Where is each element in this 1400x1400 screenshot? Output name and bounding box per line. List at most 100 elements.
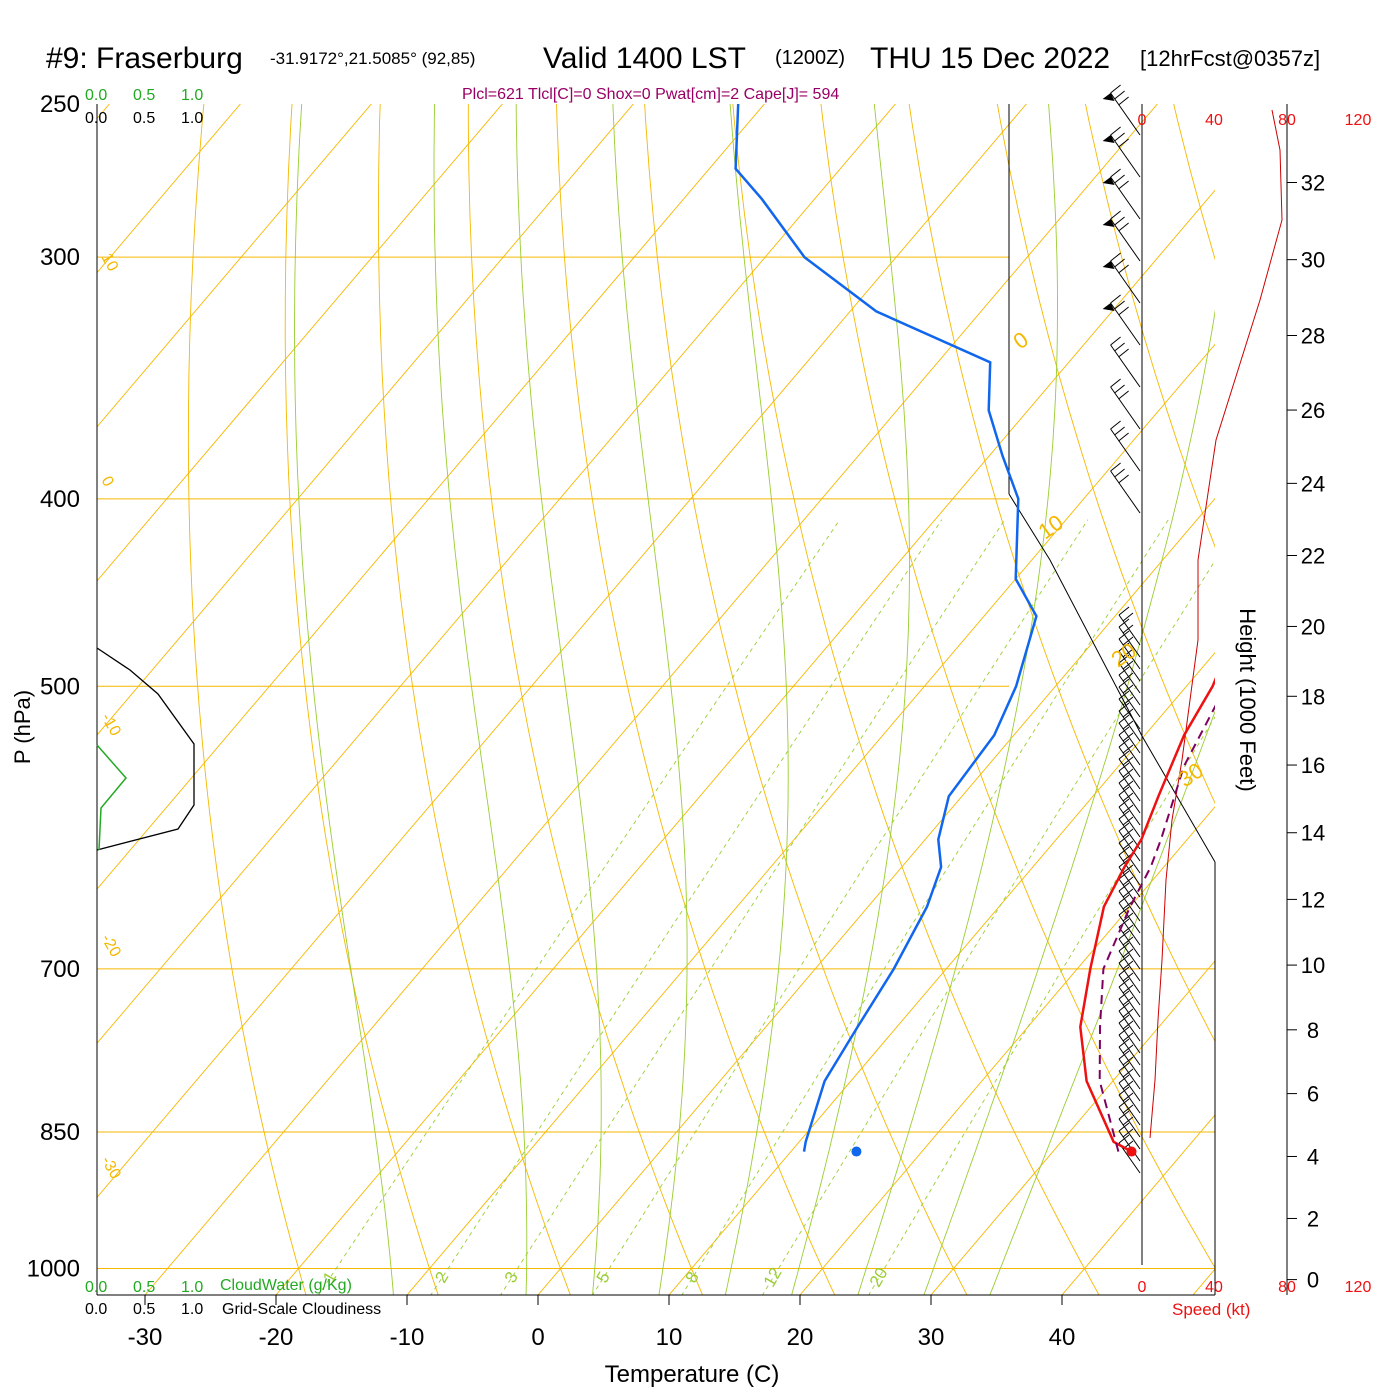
wind-barb [1118,914,1141,946]
wind-barb [1118,1094,1141,1126]
isotherm-0 [537,497,1215,1295]
height-tick-label: 6 [1307,1082,1319,1107]
wind-barb [1110,134,1141,178]
wind-barb-feather [1118,990,1130,1000]
wind-barb-feather [1118,96,1129,106]
speed-bottom-label-0: 0 [1138,1279,1147,1296]
wind-barb [1118,938,1141,970]
wind-barb [1118,650,1141,682]
forecast-info: [12hrFcst@0357z] [1140,46,1320,71]
wind-barb [1118,1022,1141,1054]
x-tick-label: 0 [531,1324,544,1351]
moist-adiabat-30 [923,309,1215,1295]
isotherm-50 [1192,1268,1215,1295]
wind-barb [1118,746,1141,778]
wind-barb-feather [1118,714,1130,724]
pressure-tick-label: 250 [40,91,80,118]
wind-barb [1118,698,1141,730]
wind-barb-feather [1122,744,1134,754]
wind-barb-feather [1114,300,1125,310]
wind-barb-feather [1122,912,1134,922]
wind-barb [1118,1058,1141,1090]
x-tick-label: -30 [128,1324,163,1351]
dry-adiabat-20 [556,104,836,1295]
wind-barb-feather [1118,870,1130,880]
wind-barb-feather [1118,1038,1130,1048]
dry-adiabat--10 [284,104,439,1295]
wind-barb-feather [1118,750,1130,760]
wind-barb-feather [1122,672,1134,682]
dry-adiabat-60 [908,104,1215,1043]
pressure-tick-label: 500 [40,673,80,700]
wind-barb [1110,176,1141,220]
wind-barb [1118,902,1141,934]
wind-barb-feather [1110,294,1121,304]
valid-date: THU 15 Dec 2022 [870,42,1110,75]
dry-adiabat-90 [1173,104,1215,261]
wind-barb-flag [1102,135,1115,143]
wind-barb-feather [1118,702,1130,712]
height-tick-label: 26 [1301,398,1325,423]
wind-barb-feather [1118,348,1129,358]
wind-barb-feather [1122,948,1134,958]
wind-barb-feather [1118,138,1129,148]
height-tick-label: 18 [1301,684,1325,709]
isotherm--80 [97,104,503,582]
cloud-axis-top: 0.0 0.5 1.0 0.0 0.5 1.0 [85,87,203,127]
wind-barb-feather [1110,252,1121,262]
wind-barb [1110,470,1141,514]
wind-barb-feather [1122,972,1134,982]
dry-adiabat-30 [644,104,968,1295]
speed-top-label-2: 80 [1278,112,1296,129]
wind-barb-feather [1118,846,1130,856]
speed-top-label-1: 40 [1205,112,1223,129]
dry-adiabat-0 [377,104,571,1295]
wind-barb [1118,878,1141,910]
dewpoint-trace [734,104,1038,1152]
wind-barb-flag [1102,177,1115,185]
isotherm-label-right: 30 [1174,758,1208,793]
speed-bottom-label-1: 40 [1205,1279,1223,1296]
wind-barb-feather [1122,888,1134,898]
wind-barb [1118,806,1141,838]
wind-barb-feather [1114,258,1125,268]
mixing-ratio-label: 3 [501,1268,522,1286]
wind-barb-feather [1122,1044,1134,1054]
wind-barb-feather [1118,726,1130,736]
wind-barb-feather [1118,678,1130,688]
x-tick-label: 40 [1049,1324,1076,1351]
wind-barb-feather [1122,960,1134,970]
height-axis-title: Height (1000 Feet) [1235,608,1260,791]
isotherm-label-right: 20 [1107,638,1141,673]
isotherm-30 [930,960,1215,1295]
traces [734,104,1215,1153]
wind-barb-feather [1118,1110,1130,1120]
wind-barb-feather [1110,168,1121,178]
pressure-tick-label: 850 [40,1119,80,1146]
wind-barb-feather [1118,1050,1130,1060]
height-tick-label: 20 [1301,614,1325,639]
speed-axis-top: 0 40 80 120 [1138,112,1372,129]
wind-barb-feather [1110,126,1121,136]
cloudwater-bottom-label-0: 0.0 [85,1279,107,1296]
station-title: #9: Fraserburg [46,42,243,75]
isotherm--30 [144,104,1158,1295]
wind-barb-feather [1122,1128,1134,1138]
wind-barb [1110,92,1141,136]
wind-barb [1118,1046,1141,1078]
wind-barb [1118,1082,1141,1114]
wind-barb-feather [1114,426,1125,436]
wind-barb [1118,674,1141,706]
wind-barb-feather [1114,132,1125,142]
wind-barb [1118,986,1141,1018]
wind-barb-feather [1122,780,1134,790]
wind-barb-feather [1114,90,1125,100]
station-coords: -31.9172°,21.5085° (92,85) [270,49,475,68]
isotherm-label-left: -20 [98,932,124,961]
wind-barb-feather [1118,1002,1130,1012]
height-tick-label: 10 [1301,953,1325,978]
wind-barb-feather [1118,930,1130,940]
wind-barb-feather [1122,768,1134,778]
wind-barb-feather [1118,774,1130,784]
